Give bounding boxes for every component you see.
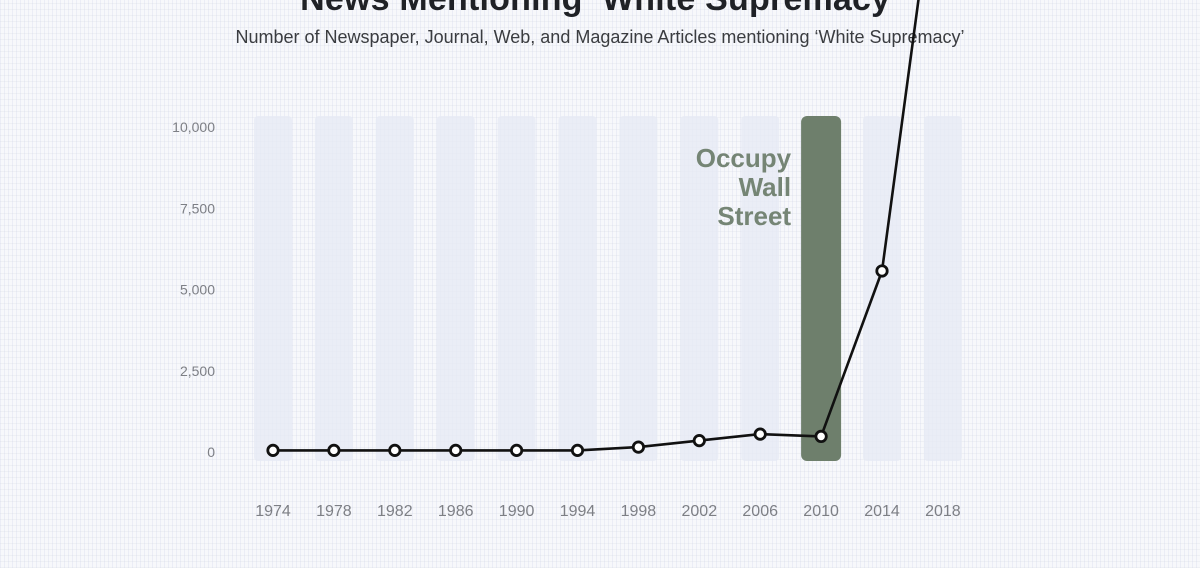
- column-band-1978: [314, 116, 353, 461]
- data-point-1986: [449, 443, 463, 457]
- markers-group: [266, 264, 889, 457]
- x-tick-label: 1994: [560, 503, 596, 520]
- series-group: [273, 0, 920, 452]
- annotation-line: Wall: [739, 172, 791, 202]
- column-band-2018: [923, 116, 962, 461]
- x-tick-label: 1982: [377, 503, 413, 520]
- column-band-1998: [619, 116, 658, 461]
- y-tick-label: 5,000: [180, 282, 215, 298]
- x-tick-label: 1998: [621, 503, 657, 520]
- x-tick-label: 2010: [803, 503, 839, 520]
- x-tick-label: 1978: [316, 503, 352, 520]
- y-axis: 0 2,500 5,000 7,500 10,000: [172, 119, 215, 460]
- chart-title: News Mentioning ‘White Supremacy’: [0, 0, 1200, 19]
- data-point-1978: [327, 443, 341, 457]
- data-point-1982: [388, 443, 402, 457]
- highlight-bar: [801, 116, 842, 461]
- y-tick-label: 2,500: [180, 363, 215, 379]
- column-band-1974: [254, 116, 292, 461]
- x-tick-label: 1990: [499, 503, 535, 520]
- data-point-2002: [692, 434, 706, 448]
- data-point-1974: [266, 443, 280, 457]
- data-point-1994: [570, 443, 585, 457]
- data-point-1998: [631, 440, 646, 454]
- column-band-1982: [375, 116, 414, 461]
- data-point-1990: [509, 443, 524, 457]
- column-bands: [254, 116, 962, 461]
- y-tick-label: 10,000: [172, 119, 215, 135]
- y-tick-label: 0: [207, 444, 215, 460]
- annotation-line: Occupy: [696, 143, 792, 173]
- data-point-2014: [875, 264, 889, 278]
- data-point-2010: [814, 429, 828, 443]
- x-tick-label: 1974: [255, 503, 291, 520]
- column-band-2006: [741, 116, 780, 461]
- x-tick-label: 2018: [925, 503, 961, 520]
- column-band-1986: [436, 116, 475, 461]
- column-band-2002: [680, 116, 719, 461]
- annotation-line: Street: [717, 201, 791, 231]
- series-line: [273, 0, 920, 452]
- data-point-2006: [753, 427, 767, 441]
- x-axis: 1974 1978 1982 1986 1990 1994 1998 2002 2006 2010…: [255, 503, 961, 520]
- column-band-1994: [558, 116, 597, 461]
- x-tick-label: 1986: [438, 503, 474, 520]
- x-tick-label: 2002: [682, 503, 718, 520]
- chart-subtitle: Number of Newspaper, Journal, Web, and M…: [235, 27, 965, 47]
- column-band-1990: [497, 116, 536, 461]
- x-tick-label: 2006: [742, 503, 778, 520]
- y-tick-label: 7,500: [180, 200, 215, 216]
- x-tick-label: 2014: [864, 503, 900, 520]
